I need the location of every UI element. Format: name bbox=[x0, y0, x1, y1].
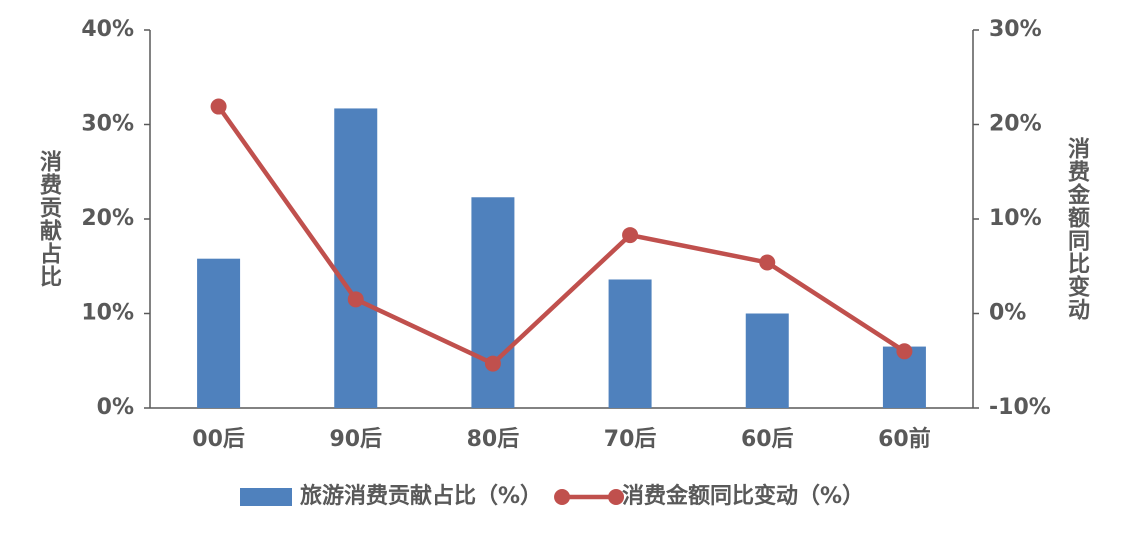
x-tick-label: 70后 bbox=[604, 427, 657, 452]
x-tick-label: 90后 bbox=[329, 427, 382, 452]
y2-tick-label: -10% bbox=[989, 395, 1051, 420]
legend-swatch bbox=[554, 489, 571, 505]
y-tick-label: 0% bbox=[97, 395, 134, 420]
y-axis-title: 消费贡献占比 bbox=[36, 150, 62, 288]
line-point bbox=[622, 227, 639, 244]
x-tick-label: 00后 bbox=[192, 427, 245, 452]
line-point bbox=[347, 291, 364, 308]
line bbox=[216, 105, 906, 367]
y2-tick-label: 10% bbox=[989, 206, 1042, 231]
legend-label: 旅游消费贡献占比（%） bbox=[300, 483, 542, 509]
line-point bbox=[210, 98, 227, 115]
y-tick-label: 40% bbox=[81, 17, 134, 42]
y2-tick-label: 30% bbox=[989, 17, 1042, 42]
y-tick-label: 10% bbox=[81, 301, 134, 326]
y-tick-label: 30% bbox=[81, 112, 134, 137]
y2-tick-label: 0% bbox=[989, 301, 1026, 326]
line-point bbox=[896, 343, 913, 360]
y2-tick-label: 20% bbox=[989, 112, 1042, 137]
bar bbox=[745, 313, 789, 408]
legend-swatch bbox=[240, 488, 292, 506]
y2-axis-title: 消费金额同比变动 bbox=[1064, 137, 1091, 321]
x-tick-label: 60前 bbox=[878, 426, 931, 452]
bar bbox=[334, 108, 378, 408]
x-tick-label: 80后 bbox=[467, 427, 520, 452]
y-tick-label: 20% bbox=[81, 206, 134, 231]
line-point bbox=[484, 355, 501, 372]
legend-label: 消费金额同比变动（%） bbox=[622, 483, 864, 509]
x-tick-label: 60后 bbox=[741, 427, 794, 452]
legend-swatch bbox=[608, 489, 625, 505]
bar bbox=[608, 279, 652, 408]
bar bbox=[471, 197, 515, 408]
line-point bbox=[759, 254, 776, 271]
bar bbox=[197, 258, 241, 408]
